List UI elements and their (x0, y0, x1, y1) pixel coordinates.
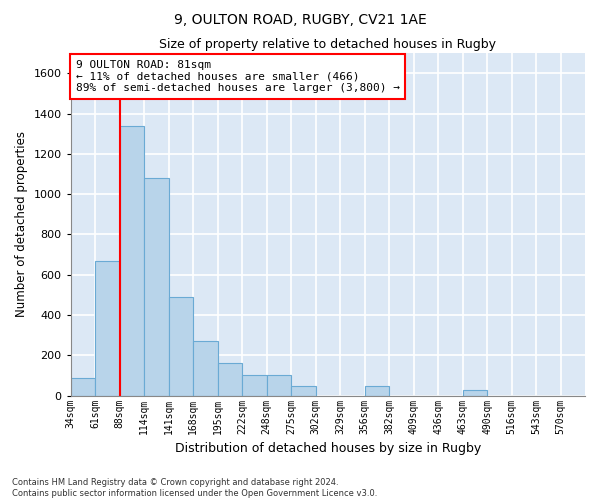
Bar (95, 260, 119, 396)
Y-axis label: Number of detached properties: Number of detached properties (15, 132, 28, 318)
Title: Size of property relative to detached houses in Rugby: Size of property relative to detached ho… (160, 38, 496, 51)
Bar (169, 297, 193, 396)
Bar (119, 126, 144, 396)
Bar (463, 390, 487, 396)
Text: Contains HM Land Registry data © Crown copyright and database right 2024.
Contai: Contains HM Land Registry data © Crown c… (12, 478, 377, 498)
Bar (365, 386, 389, 396)
Bar (144, 178, 169, 396)
Bar (291, 386, 316, 396)
Bar (71, 378, 95, 396)
Text: 9 OULTON ROAD: 81sqm
← 11% of detached houses are smaller (466)
89% of semi-deta: 9 OULTON ROAD: 81sqm ← 11% of detached h… (76, 60, 400, 93)
Bar (242, 376, 266, 396)
Text: 9, OULTON ROAD, RUGBY, CV21 1AE: 9, OULTON ROAD, RUGBY, CV21 1AE (173, 12, 427, 26)
Bar (218, 364, 242, 396)
Bar (266, 376, 291, 396)
Bar (193, 341, 218, 396)
X-axis label: Distribution of detached houses by size in Rugby: Distribution of detached houses by size … (175, 442, 481, 455)
